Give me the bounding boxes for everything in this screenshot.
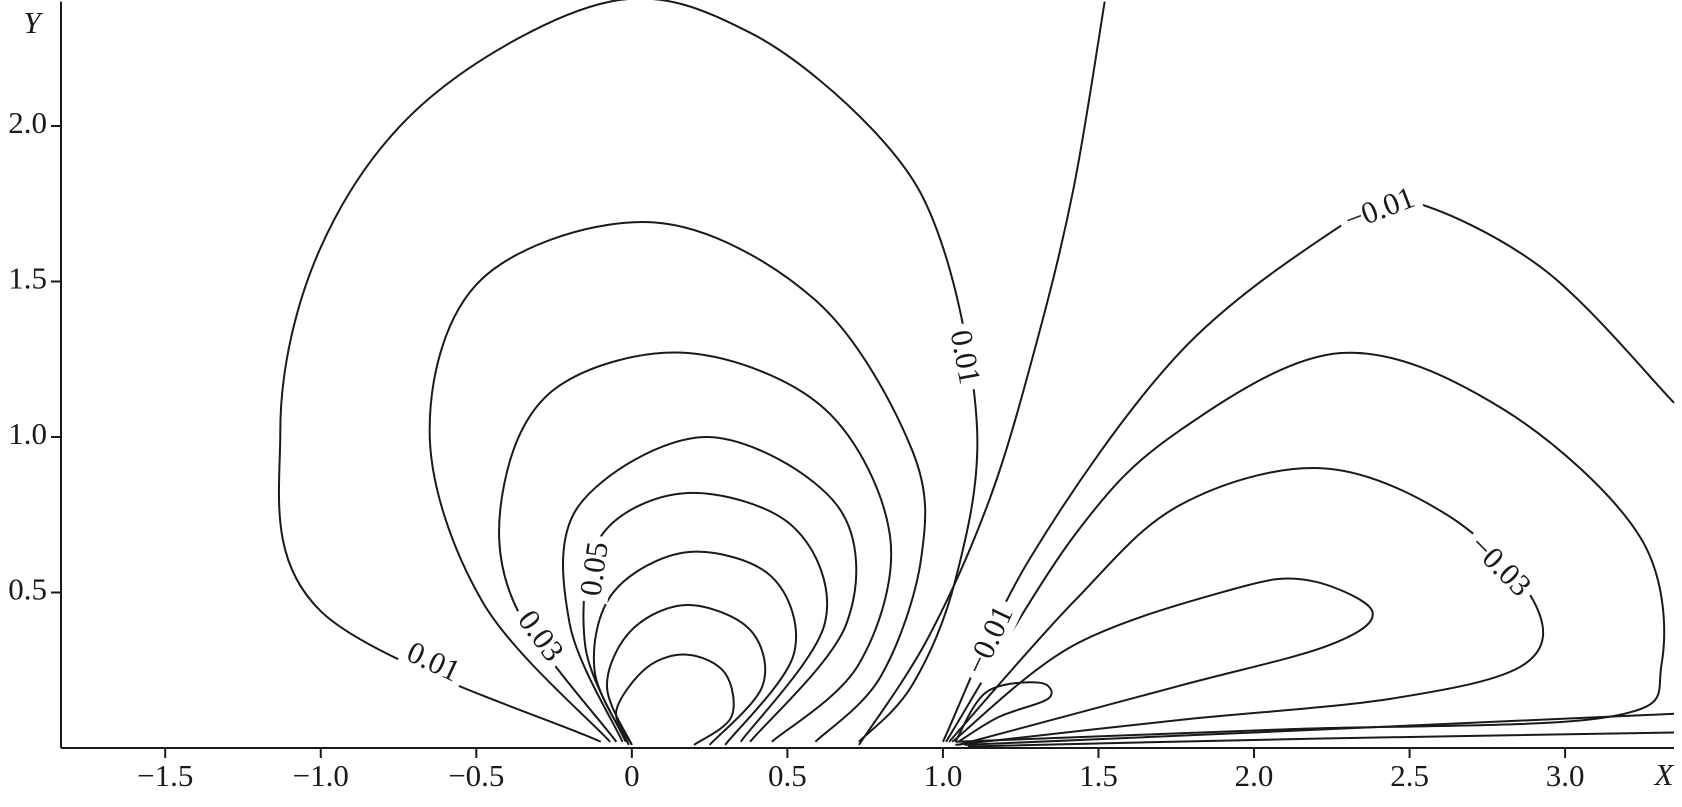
- contour-line: [615, 653, 735, 746]
- x-tick-label: 3.0: [1546, 758, 1585, 793]
- x-tick-label: 1.0: [924, 758, 963, 793]
- contour-label-group: 0.01: [941, 321, 988, 393]
- x-tick-label: 2.0: [1235, 758, 1274, 793]
- contour-label-group: −0.01: [1335, 179, 1426, 241]
- y-axis-label: Y: [23, 5, 43, 40]
- contour-line: [498, 351, 893, 743]
- contour-line: [277, 0, 979, 743]
- x-tick-label: −1.5: [137, 758, 193, 793]
- y-tick-label: 1.0: [8, 416, 47, 451]
- x-tick-label: −1.0: [293, 758, 349, 793]
- y-tick-label: 2.0: [8, 105, 47, 140]
- contour-line: [964, 712, 1675, 746]
- contour-line: [582, 491, 829, 743]
- contour-label: 0.01: [944, 327, 988, 387]
- contour-line: [951, 577, 1374, 746]
- contour-label-bg: [941, 321, 986, 393]
- contour-label: −0.01: [1340, 179, 1419, 237]
- contour-line: [592, 550, 798, 746]
- contour-line: [605, 603, 767, 746]
- x-tick-label: 0.5: [768, 758, 807, 793]
- contour-line: [858, 1, 1106, 746]
- contour-line: [428, 221, 927, 743]
- contour-label-bg: [1335, 180, 1426, 241]
- y-tick-label: 0.5: [8, 572, 47, 607]
- x-tick-label: 1.5: [1079, 758, 1118, 793]
- contour-label-bg: [506, 600, 572, 673]
- contour-label-bg: [958, 596, 1024, 686]
- contour-label-bg: [395, 634, 470, 692]
- x-tick-label: 2.5: [1390, 758, 1429, 793]
- contour-label: −0.01: [957, 600, 1019, 680]
- contour-label-bg: [1458, 526, 1541, 608]
- contour-line: [967, 731, 1675, 748]
- contour-line: [562, 435, 858, 743]
- x-tick-label: −0.5: [448, 758, 504, 793]
- x-axis-label: X: [1653, 757, 1675, 792]
- contour-line: [954, 681, 1053, 743]
- contour-label-group: 0.05: [573, 534, 617, 605]
- contour-label-bg: [575, 534, 617, 605]
- x-tick-label: 0: [624, 758, 640, 793]
- contour-label-group: −0.01: [957, 596, 1024, 686]
- y-tick-label: 1.5: [8, 261, 47, 296]
- contour-line: [945, 351, 1666, 743]
- contour-label: 0.05: [573, 540, 615, 599]
- contour-line: [942, 197, 1675, 743]
- contour-label-group: 0.01: [395, 634, 470, 692]
